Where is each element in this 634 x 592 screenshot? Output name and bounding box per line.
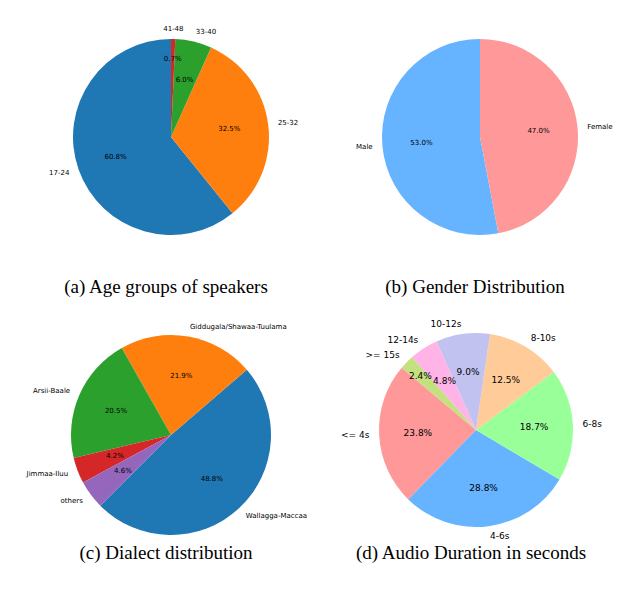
svg-text:18.7%: 18.7% (520, 422, 549, 432)
svg-text:Jimmaa-Iluu: Jimmaa-Iluu (26, 470, 69, 478)
svg-text:<= 4s: <= 4s (341, 430, 370, 440)
svg-text:48.8%: 48.8% (201, 475, 224, 483)
svg-text:53.0%: 53.0% (410, 139, 433, 147)
svg-text:>= 15s: >= 15s (366, 350, 400, 360)
svg-text:32.5%: 32.5% (218, 125, 241, 133)
svg-text:25-32: 25-32 (278, 119, 298, 127)
svg-text:6.0%: 6.0% (176, 76, 194, 84)
html-text:(c) Dialect distribution: (c) Dialect distribution (79, 542, 253, 563)
svg-text:2.4%: 2.4% (409, 371, 432, 381)
svg-text:0.7%: 0.7% (164, 55, 182, 63)
svg-text:6-8s: 6-8s (583, 419, 603, 429)
svg-text:4.8%: 4.8% (433, 376, 456, 386)
svg-text:Male: Male (356, 143, 373, 151)
svg-text:17-24: 17-24 (49, 169, 70, 177)
svg-text:4.2%: 4.2% (106, 452, 124, 460)
html-text:(b) Gender Distribution: (b) Gender Distribution (385, 276, 565, 297)
html-text:(d) Audio Duration in seconds: (d) Audio Duration in seconds (356, 542, 586, 563)
svg-text:10-12s: 10-12s (431, 319, 462, 329)
svg-text:8-10s: 8-10s (531, 333, 556, 343)
svg-text:28.8%: 28.8% (469, 483, 498, 493)
svg-text:9.0%: 9.0% (457, 367, 480, 377)
svg-text:20.5%: 20.5% (105, 407, 128, 415)
svg-text:Female: Female (587, 123, 612, 131)
svg-text:12.5%: 12.5% (492, 375, 521, 385)
svg-text:Arsii-Baale: Arsii-Baale (33, 387, 70, 395)
svg-text:12-14s: 12-14s (387, 335, 418, 345)
svg-text:47.0%: 47.0% (527, 127, 550, 135)
svg-text:Wallagga-Maccaa: Wallagga-Maccaa (246, 512, 307, 520)
html-text:(a) Age groups of speakers: (a) Age groups of speakers (64, 276, 268, 297)
svg-text:60.8%: 60.8% (104, 153, 127, 161)
svg-text:Giddugala/Shawaa-Tuulama: Giddugala/Shawaa-Tuulama (190, 323, 287, 331)
svg-text:4-6s: 4-6s (490, 531, 510, 541)
svg-text:41-48: 41-48 (163, 25, 183, 33)
svg-text:4.6%: 4.6% (114, 467, 132, 475)
svg-text:23.8%: 23.8% (404, 428, 433, 438)
svg-text:21.9%: 21.9% (170, 372, 193, 380)
svg-text:others: others (61, 497, 84, 505)
svg-text:33-40: 33-40 (196, 28, 216, 36)
